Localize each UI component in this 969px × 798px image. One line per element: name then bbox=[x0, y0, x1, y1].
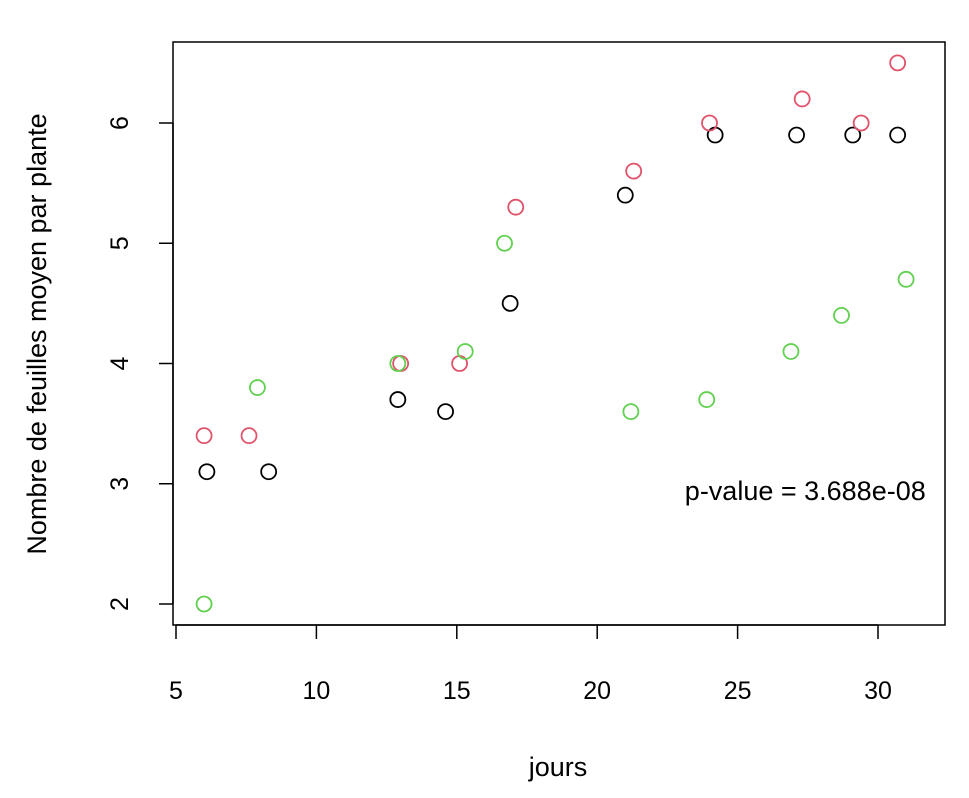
data-point-series-3 bbox=[456, 343, 474, 360]
y-tick-label: 4 bbox=[106, 356, 134, 370]
x-tick-label: 15 bbox=[443, 677, 471, 705]
data-point-series-1 bbox=[501, 294, 519, 312]
data-point-series-3 bbox=[897, 270, 915, 288]
data-point-series-3 bbox=[622, 403, 640, 421]
x-tick-label: 25 bbox=[724, 677, 752, 705]
x-tick-label: 10 bbox=[302, 677, 330, 705]
data-point-series-3 bbox=[833, 306, 850, 324]
data-point-series-3 bbox=[782, 343, 800, 360]
data-points bbox=[195, 54, 915, 613]
data-point-series-2 bbox=[889, 54, 907, 72]
y-tick-label: 5 bbox=[106, 236, 134, 250]
data-point-series-3 bbox=[249, 379, 266, 396]
x-tick-label: 30 bbox=[864, 677, 892, 705]
data-point-series-3 bbox=[195, 595, 213, 613]
data-point-series-2 bbox=[852, 114, 870, 132]
data-point-series-1 bbox=[616, 186, 634, 204]
data-point-series-3 bbox=[496, 234, 513, 252]
data-point-series-2 bbox=[507, 198, 525, 216]
plot-area-border bbox=[172, 41, 946, 626]
data-point-series-1 bbox=[389, 391, 407, 408]
data-point-series-1 bbox=[788, 126, 805, 144]
data-point-series-1 bbox=[437, 403, 454, 421]
data-point-series-1 bbox=[844, 126, 862, 144]
x-tick-label: 5 bbox=[169, 677, 183, 705]
data-point-series-1 bbox=[198, 463, 216, 481]
p-value-annotation: p-value = 3.688e-08 bbox=[685, 476, 926, 506]
data-point-series-3 bbox=[389, 355, 407, 372]
y-axis: 2 3 4 5 6 bbox=[106, 116, 174, 611]
y-tick-label: 2 bbox=[106, 597, 134, 611]
data-point-series-1 bbox=[889, 126, 907, 144]
x-axis-title: jours bbox=[528, 752, 588, 782]
y-axis-title: Nombre de feuilles moyen par plante bbox=[22, 113, 52, 554]
x-axis: 5 10 15 20 25 30 bbox=[169, 624, 892, 705]
x-tick-label: 20 bbox=[583, 677, 611, 705]
data-point-series-1 bbox=[260, 463, 278, 481]
data-point-series-2 bbox=[240, 427, 258, 445]
data-point-series-2 bbox=[625, 162, 643, 180]
y-tick-label: 3 bbox=[106, 477, 134, 491]
data-point-series-2 bbox=[793, 90, 811, 108]
data-point-series-2 bbox=[701, 114, 718, 132]
data-point-series-3 bbox=[698, 391, 716, 408]
data-point-series-2 bbox=[195, 427, 213, 445]
y-tick-label: 6 bbox=[106, 116, 134, 130]
